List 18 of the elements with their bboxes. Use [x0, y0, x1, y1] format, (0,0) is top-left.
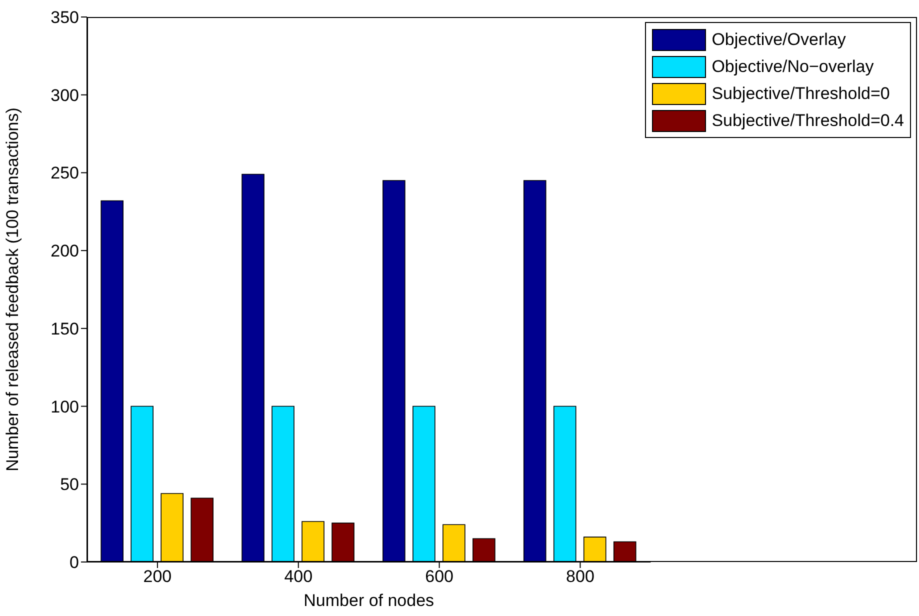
y-axis-title: Number of released feedback (100 transactions) — [3, 108, 22, 472]
y-tick-label: 300 — [50, 86, 79, 105]
legend-label: Objective/No−overlay — [712, 56, 874, 76]
y-tick-label: 350 — [50, 8, 79, 28]
y-tick-label: 200 — [50, 242, 79, 261]
x-tick-label: 800 — [566, 567, 594, 586]
y-tick-label: 50 — [60, 475, 79, 494]
y-tick-label: 150 — [50, 319, 79, 338]
legend-label: Subjective/Threshold=0.4 — [712, 110, 904, 130]
legend-label: Subjective/Threshold=0 — [712, 84, 890, 104]
legend-label: Objective/Overlay — [712, 30, 846, 50]
x-tick-label: 200 — [143, 567, 172, 586]
y-tick-label: 100 — [50, 397, 79, 416]
x-tick-label: 400 — [284, 567, 313, 586]
x-tick-label: 600 — [425, 567, 454, 586]
y-tick-label: 0 — [70, 553, 79, 572]
x-axis-title: Number of nodes — [304, 591, 434, 610]
y-tick-label: 250 — [50, 164, 79, 183]
